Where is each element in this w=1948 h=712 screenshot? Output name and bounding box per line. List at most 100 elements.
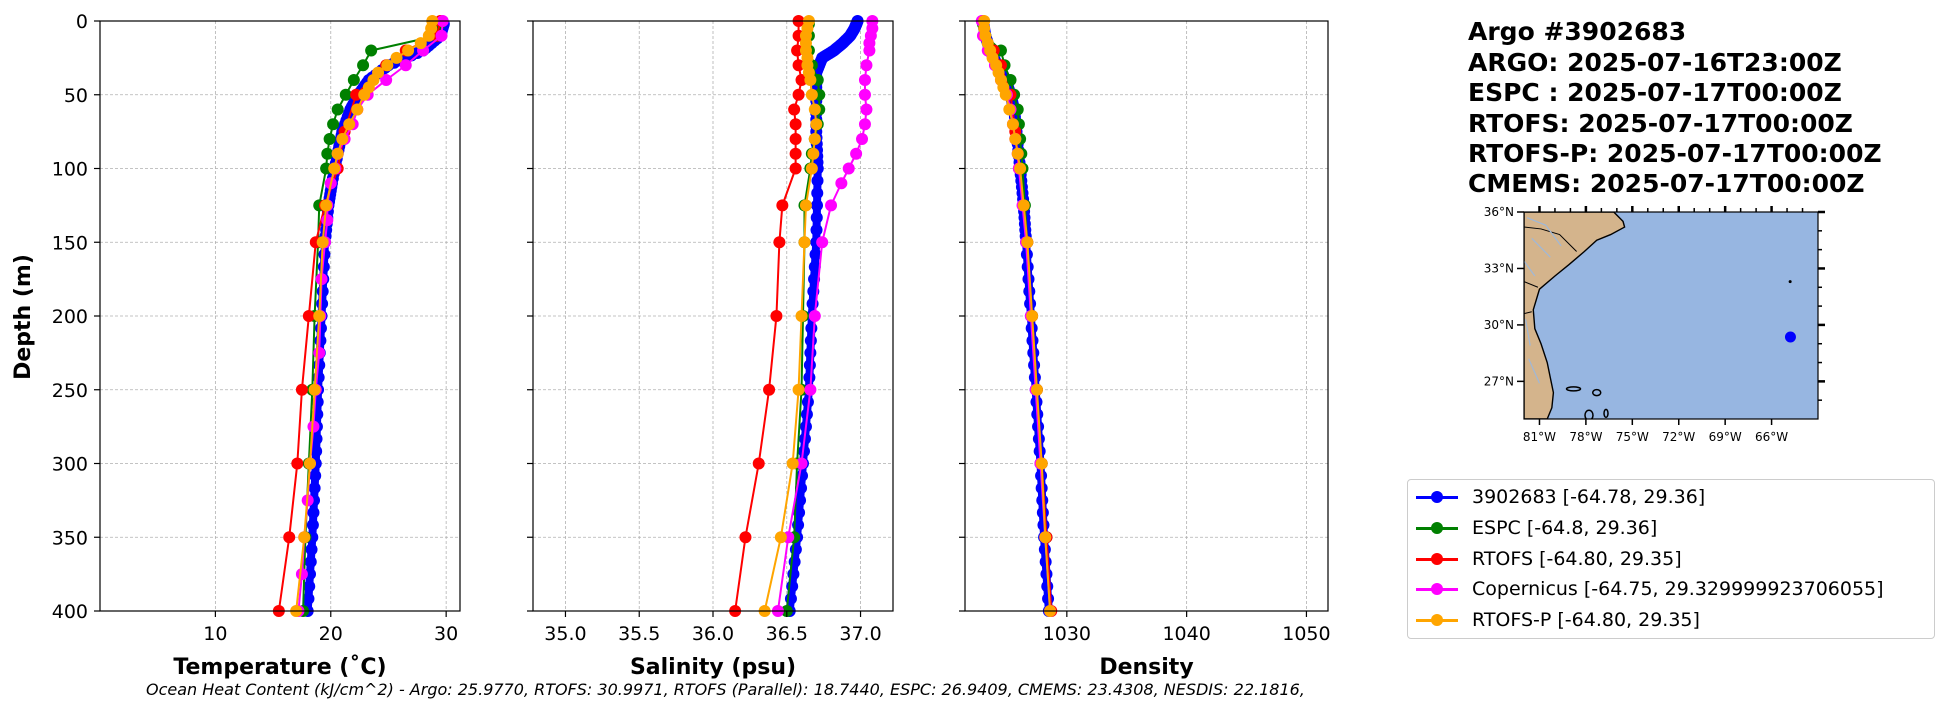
data-point-espc	[331, 103, 344, 116]
data-point-rtofs	[770, 310, 783, 322]
data-point-copernicus	[795, 457, 808, 470]
legend-item-copernicus: Copernicus [-64.75, 29.329999923706055]	[1416, 575, 1884, 603]
y-tick-label: 400	[52, 601, 88, 623]
float-location-marker	[1784, 331, 1796, 343]
data-point-3902683	[808, 273, 821, 286]
data-point-3902683	[811, 174, 824, 187]
data-point-3902683	[307, 506, 320, 519]
legend-label: 3902683 [-64.78, 29.36]	[1472, 486, 1706, 508]
data-point-copernicus	[295, 568, 308, 581]
legend-marker-icon	[1416, 518, 1458, 538]
x-tick-label: 36.0	[692, 623, 734, 645]
data-point-rtofs-p	[316, 236, 329, 249]
data-point-3902683	[306, 518, 319, 531]
data-point-rtofs	[788, 103, 801, 116]
x-tick-label: 1040	[1162, 623, 1210, 645]
data-point-rtofs	[789, 133, 802, 145]
data-point-copernicus	[313, 346, 326, 359]
x-axis-label-salinity: Salinity (psu)	[630, 655, 796, 680]
legend-item-rtofs: RTOFS [-64.80, 29.35]	[1416, 545, 1682, 573]
data-point-rtofs-p	[805, 88, 818, 101]
data-point-rtofs	[789, 147, 802, 160]
legend-label: ESPC [-64.8, 29.36]	[1472, 517, 1658, 539]
legend-label: Copernicus [-64.75, 29.329999923706055]	[1472, 578, 1884, 600]
data-point-3902683	[310, 445, 323, 458]
legend-marker-icon	[1416, 610, 1458, 630]
map-lon-label: 75°W	[1616, 430, 1649, 444]
map-river	[1524, 319, 1531, 346]
x-tick-label: 36.5	[766, 623, 808, 645]
data-point-rtofs-p	[804, 74, 817, 86]
data-point-copernicus	[825, 199, 838, 212]
data-point-espc	[321, 147, 334, 160]
map-island	[1584, 409, 1594, 419]
map-lat-label: 33°N	[1484, 261, 1514, 275]
data-point-rtofs	[789, 162, 802, 175]
data-point-3902683	[302, 592, 315, 605]
x-tick-label: 10	[203, 623, 227, 645]
y-tick-label: 50	[64, 85, 88, 107]
map-lon-label: 66°W	[1755, 430, 1788, 444]
y-tick-label: 300	[52, 454, 88, 476]
data-point-3902683	[811, 187, 824, 200]
map-border	[1524, 311, 1532, 315]
data-point-rtofs	[763, 383, 776, 396]
map-lon-label: 78°W	[1569, 430, 1602, 444]
data-point-rtofs-p	[999, 88, 1012, 101]
y-tick-label: 0	[76, 11, 88, 33]
data-point-rtofs-p	[1035, 457, 1048, 470]
map-island	[1565, 386, 1582, 392]
data-point-rtofs-p	[808, 103, 821, 116]
data-point-rtofs-p	[1011, 147, 1024, 160]
x-tick-label: 30	[434, 623, 458, 645]
map-land	[1524, 212, 1626, 419]
data-point-rtofs	[302, 310, 315, 322]
map-island	[1603, 408, 1609, 419]
legend-label: RTOFS [-64.80, 29.35]	[1472, 548, 1682, 570]
data-point-rtofs-p	[774, 531, 787, 544]
data-point-3902683	[809, 248, 822, 261]
data-point-copernicus	[850, 147, 863, 160]
data-point-rtofs-p	[810, 118, 823, 131]
data-point-rtofs-p	[1006, 118, 1019, 131]
data-point-rtofs	[795, 74, 808, 86]
data-point-rtofs-p	[1009, 133, 1022, 145]
data-point-rtofs-p	[320, 199, 333, 212]
data-point-rtofs-p	[1017, 199, 1030, 212]
legend: 3902683 [-64.78, 29.36] ESPC [-64.8, 29.…	[1407, 479, 1935, 639]
y-tick-label: 250	[52, 380, 88, 402]
panel-temperature: 0 50 100 150 200 250 300 350 400 10 20 30 Temperatur…	[52, 11, 461, 680]
series-line-3902683	[303, 19, 448, 615]
y-axis-label: Depth (m)	[11, 254, 36, 380]
data-point-3902683	[805, 322, 818, 335]
data-point-rtofs-p	[414, 37, 427, 50]
data-point-copernicus	[435, 29, 448, 42]
data-point-espc	[347, 74, 360, 86]
y-tick-label: 350	[52, 527, 88, 549]
map-river	[1524, 260, 1536, 277]
data-point-rtofs-p	[786, 457, 799, 470]
data-point-3902683	[316, 285, 329, 298]
map-lat-label: 27°N	[1484, 374, 1514, 388]
data-point-rtofs	[792, 59, 805, 72]
y-tick-label: 100	[52, 159, 88, 181]
map-river	[1526, 217, 1562, 247]
legend-marker-icon	[1416, 487, 1458, 507]
panel-density: 1030 1040 1050 Density	[959, 15, 1331, 680]
data-point-rtofs-p	[308, 383, 321, 396]
y-tick-label: 150	[52, 232, 88, 254]
map-river	[1528, 358, 1541, 384]
map-lon-label: 81°W	[1523, 430, 1556, 444]
x-axis-label-temperature: Temperature (˚C)	[173, 655, 386, 680]
data-point-copernicus	[860, 59, 873, 72]
x-tick-label: 35.0	[544, 623, 586, 645]
data-point-copernicus	[842, 162, 855, 175]
data-point-rtofs-p	[390, 51, 403, 64]
data-point-rtofs	[295, 383, 308, 396]
data-point-rtofs	[789, 118, 802, 131]
data-point-copernicus	[863, 44, 876, 57]
x-tick-label: 1050	[1282, 623, 1330, 645]
info-title: Argo #3902683	[1468, 17, 1687, 46]
data-point-rtofs-p	[799, 199, 812, 212]
data-point-rtofs-p	[1026, 310, 1039, 322]
